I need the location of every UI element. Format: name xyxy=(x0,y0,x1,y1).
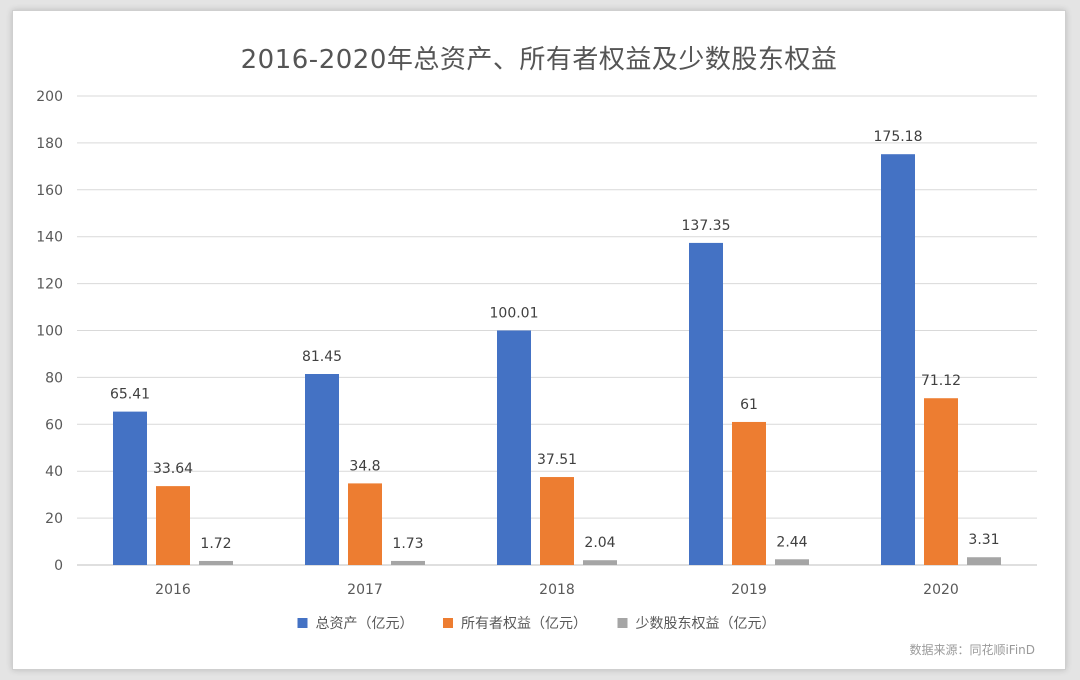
legend-label: 少数股东权益（亿元） xyxy=(636,616,776,632)
legend-label: 总资产（亿元） xyxy=(316,616,414,632)
bar xyxy=(732,421,766,565)
data-label: 137.35 xyxy=(682,218,731,234)
bar xyxy=(924,398,958,565)
bar xyxy=(305,373,339,565)
y-tick-label: 100 xyxy=(36,324,63,340)
x-tick-label: 2016 xyxy=(155,582,191,598)
y-tick-label: 40 xyxy=(45,464,63,480)
legend-swatch xyxy=(297,618,308,628)
bar xyxy=(881,154,915,566)
data-label: 71.12 xyxy=(921,373,961,389)
data-label: 33.64 xyxy=(153,461,193,477)
bar xyxy=(967,557,1001,565)
y-tick-label: 180 xyxy=(36,136,63,152)
data-label: 61 xyxy=(740,397,758,413)
y-tick-label: 160 xyxy=(36,183,63,199)
y-tick-label: 200 xyxy=(36,89,63,105)
y-tick-label: 0 xyxy=(54,558,63,574)
y-tick-label: 140 xyxy=(36,230,63,246)
x-tick-label: 2018 xyxy=(539,582,575,598)
chart-title: 2016-2020年总资产、所有者权益及少数股东权益 xyxy=(240,45,838,75)
data-label: 1.73 xyxy=(392,536,423,552)
legend-swatch xyxy=(617,618,628,628)
bar xyxy=(348,483,382,565)
y-tick-label: 60 xyxy=(45,417,63,433)
bar xyxy=(391,560,425,565)
chart-frame: 2016-2020年总资产、所有者权益及少数股东权益 0 20 40 60 80 100 1… xyxy=(12,10,1066,670)
bar xyxy=(540,477,574,565)
x-tick-label: 2019 xyxy=(731,582,767,598)
bar xyxy=(775,559,809,565)
x-tick-label: 2020 xyxy=(923,582,959,598)
data-label: 81.45 xyxy=(302,349,342,365)
bar xyxy=(497,330,531,565)
y-tick-label: 20 xyxy=(45,511,63,527)
data-label: 2.04 xyxy=(584,535,615,551)
legend-label: 所有者权益（亿元） xyxy=(461,616,587,632)
bar xyxy=(583,560,617,565)
data-label: 175.18 xyxy=(874,129,923,145)
x-tick-label: 2017 xyxy=(347,582,383,598)
legend-swatch xyxy=(443,618,453,628)
y-tick-label: 80 xyxy=(45,370,63,386)
bar-chart: 0 20 40 60 80 100 120 140 160 180 200 65.41 33.64 1.7… xyxy=(36,89,1037,632)
bar xyxy=(156,486,190,565)
data-label: 1.72 xyxy=(200,536,231,552)
bar xyxy=(199,560,233,565)
data-label: 2.44 xyxy=(776,534,807,550)
data-source-note: 数据来源：同花顺iFinD xyxy=(909,643,1035,657)
data-label: 100.01 xyxy=(490,305,539,321)
bar xyxy=(113,411,147,565)
data-label: 37.51 xyxy=(537,452,577,468)
y-tick-label: 120 xyxy=(36,277,63,293)
data-label: 65.41 xyxy=(110,387,150,403)
data-label: 3.31 xyxy=(968,532,999,548)
data-label: 34.8 xyxy=(349,458,380,474)
bar xyxy=(689,242,723,565)
